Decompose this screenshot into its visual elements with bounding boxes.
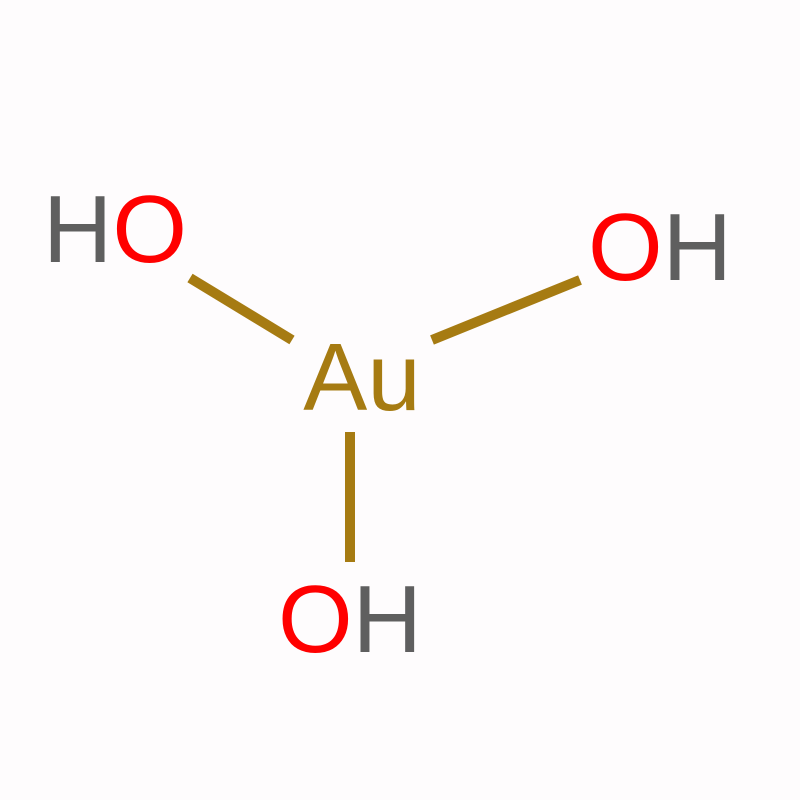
atom-symbol-au: Au [303, 324, 420, 431]
atom-symbol-o: O [112, 176, 187, 283]
atom-symbol-o: O [588, 194, 663, 301]
atom-au: Au [303, 330, 420, 426]
atom-oh-left: HO [43, 182, 187, 278]
atom-symbol-h: H [663, 194, 732, 301]
atom-symbol-h: H [353, 566, 422, 673]
atom-oh-bottom: OH [278, 572, 422, 668]
atom-symbol-h: H [43, 176, 112, 283]
molecule-diagram: Au HO OH OH [0, 0, 800, 800]
atom-symbol-o: O [278, 566, 353, 673]
bond [432, 280, 580, 340]
atom-oh-right: OH [588, 200, 732, 296]
bond [190, 278, 292, 340]
